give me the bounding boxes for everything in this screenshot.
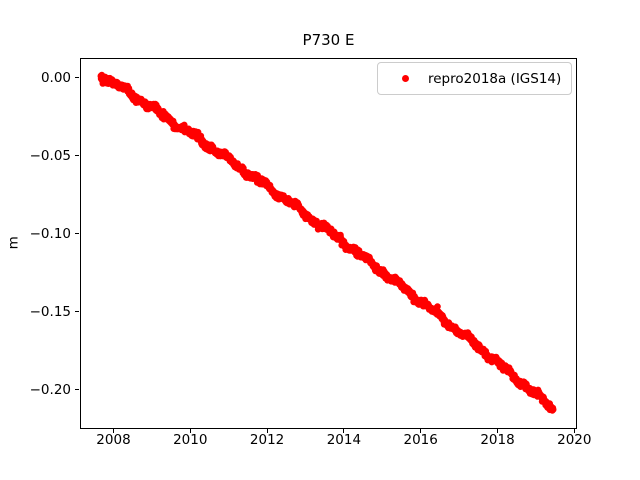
x-tick-mark <box>189 429 191 433</box>
x-tick-label: 2014 <box>326 432 362 448</box>
y-tick-mark <box>75 311 79 313</box>
legend-marker-dot <box>401 75 409 82</box>
legend-label: repro2018a (IGS14) <box>428 70 562 87</box>
x-tick-mark <box>112 429 114 433</box>
y-tick-label: −0.20 <box>29 381 71 398</box>
x-tick-mark <box>343 429 345 433</box>
y-tick-mark <box>75 389 79 391</box>
x-tick-label: 2020 <box>557 432 592 448</box>
y-tick-label: −0.10 <box>29 225 71 242</box>
x-tick-mark <box>420 429 422 433</box>
x-tick-mark <box>266 429 268 433</box>
x-tick-mark <box>573 429 575 433</box>
x-tick-label: 2010 <box>173 432 208 448</box>
x-tick-label: 2012 <box>249 432 285 448</box>
y-tick-label: 0.00 <box>40 69 71 86</box>
legend: repro2018a (IGS14) <box>377 62 573 95</box>
y-tick-mark <box>75 77 79 79</box>
x-tick-label: 2016 <box>403 432 438 448</box>
x-tick-label: 2018 <box>480 432 515 448</box>
x-tick-label: 2008 <box>96 432 131 448</box>
y-tick-label: −0.05 <box>29 147 71 164</box>
y-tick-label: −0.15 <box>29 303 71 320</box>
chart-title: P730 E <box>302 31 355 49</box>
y-tick-mark <box>75 155 79 157</box>
x-tick-mark <box>497 429 498 433</box>
y-tick-mark <box>75 233 79 235</box>
plot-area <box>80 58 577 429</box>
legend-handle <box>392 75 418 82</box>
